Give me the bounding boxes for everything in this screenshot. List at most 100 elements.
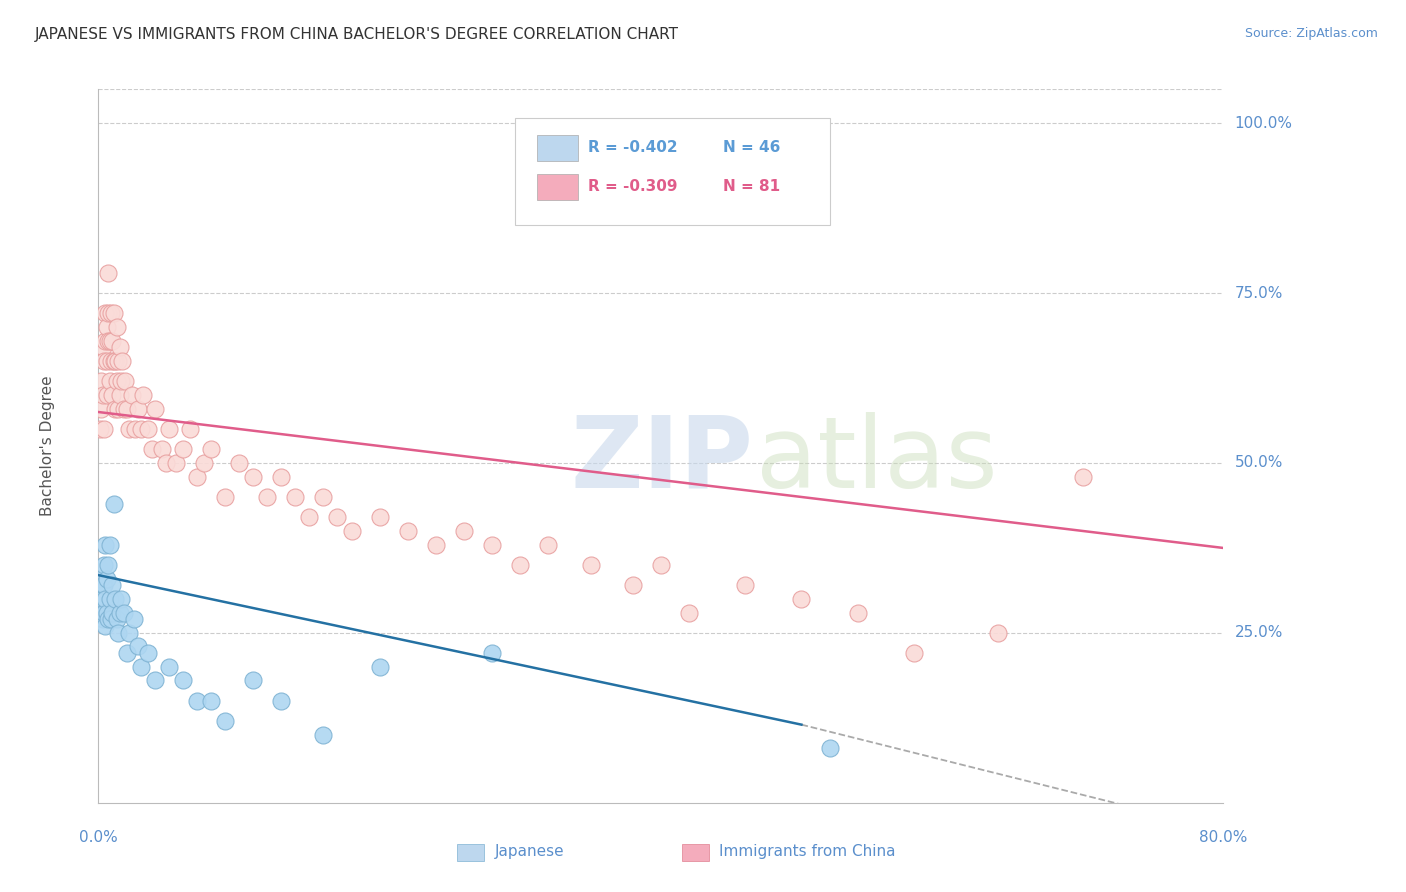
Point xyxy=(121,388,143,402)
Point xyxy=(89,591,111,606)
Point xyxy=(112,401,135,416)
Point xyxy=(481,646,503,660)
Point xyxy=(90,375,112,389)
Text: atlas: atlas xyxy=(756,412,998,508)
Point xyxy=(186,469,208,483)
Point xyxy=(101,578,124,592)
Point xyxy=(127,401,149,416)
Point xyxy=(270,694,292,708)
Point xyxy=(312,490,335,504)
Point xyxy=(100,354,122,368)
Point xyxy=(453,524,475,538)
Point xyxy=(103,497,125,511)
Point xyxy=(91,388,114,402)
Point xyxy=(103,354,125,368)
Point xyxy=(903,646,925,660)
Point xyxy=(94,334,117,348)
FancyBboxPatch shape xyxy=(515,118,830,225)
Point xyxy=(110,591,132,606)
Point xyxy=(105,320,128,334)
Point xyxy=(96,572,118,586)
Point xyxy=(93,578,115,592)
Point xyxy=(110,375,132,389)
FancyBboxPatch shape xyxy=(537,174,578,200)
Text: N = 81: N = 81 xyxy=(723,179,780,194)
Point xyxy=(270,469,292,483)
Point xyxy=(537,537,560,551)
Point xyxy=(107,626,129,640)
Point xyxy=(108,606,131,620)
Text: 0.0%: 0.0% xyxy=(79,830,118,845)
Point xyxy=(179,422,201,436)
Point xyxy=(425,537,447,551)
Point xyxy=(115,401,138,416)
Point xyxy=(157,422,180,436)
Point xyxy=(94,306,117,320)
Point xyxy=(129,422,152,436)
Point xyxy=(90,401,112,416)
Point xyxy=(150,442,173,457)
Point xyxy=(256,490,278,504)
Text: Source: ZipAtlas.com: Source: ZipAtlas.com xyxy=(1244,27,1378,40)
Point xyxy=(122,612,145,626)
Point xyxy=(165,456,187,470)
FancyBboxPatch shape xyxy=(457,844,484,862)
Point xyxy=(326,510,349,524)
Point xyxy=(97,306,120,320)
Text: 25.0%: 25.0% xyxy=(1234,625,1282,640)
Point xyxy=(93,606,115,620)
Point xyxy=(132,388,155,402)
Point xyxy=(141,442,163,457)
Point xyxy=(114,375,136,389)
Point xyxy=(93,422,115,436)
Point xyxy=(108,388,131,402)
Point xyxy=(96,320,118,334)
Point xyxy=(172,442,194,457)
Point xyxy=(1071,469,1094,483)
Point xyxy=(136,646,159,660)
Point xyxy=(101,606,124,620)
Text: 50.0%: 50.0% xyxy=(1234,456,1282,470)
Point xyxy=(115,646,138,660)
Point xyxy=(678,606,700,620)
Point xyxy=(242,469,264,483)
Point xyxy=(200,442,222,457)
Point xyxy=(97,266,120,280)
Text: Japanese: Japanese xyxy=(495,844,564,859)
Point xyxy=(108,341,131,355)
Point xyxy=(100,612,122,626)
Point xyxy=(155,456,177,470)
Point xyxy=(89,422,111,436)
Point xyxy=(214,714,236,729)
Point xyxy=(112,606,135,620)
Point xyxy=(579,558,602,572)
Point xyxy=(90,572,112,586)
Point xyxy=(621,578,644,592)
Point xyxy=(98,375,121,389)
Point xyxy=(94,537,117,551)
Point xyxy=(96,606,118,620)
Point xyxy=(312,728,335,742)
Point xyxy=(105,375,128,389)
Point xyxy=(91,612,114,626)
Point xyxy=(93,354,115,368)
Point xyxy=(104,401,127,416)
Point xyxy=(94,619,117,633)
Point xyxy=(118,626,141,640)
Point xyxy=(200,694,222,708)
Point xyxy=(104,354,127,368)
Point xyxy=(298,510,321,524)
Text: 75.0%: 75.0% xyxy=(1234,285,1282,301)
Text: JAPANESE VS IMMIGRANTS FROM CHINA BACHELOR'S DEGREE CORRELATION CHART: JAPANESE VS IMMIGRANTS FROM CHINA BACHEL… xyxy=(35,27,679,42)
Point xyxy=(228,456,250,470)
Point xyxy=(90,606,112,620)
Point xyxy=(107,401,129,416)
Point xyxy=(97,334,120,348)
Text: N = 46: N = 46 xyxy=(723,140,780,155)
Point xyxy=(846,606,869,620)
Point xyxy=(101,334,124,348)
Text: R = -0.309: R = -0.309 xyxy=(588,179,678,194)
Point xyxy=(91,578,114,592)
Text: 100.0%: 100.0% xyxy=(1234,116,1292,131)
Point xyxy=(91,341,114,355)
